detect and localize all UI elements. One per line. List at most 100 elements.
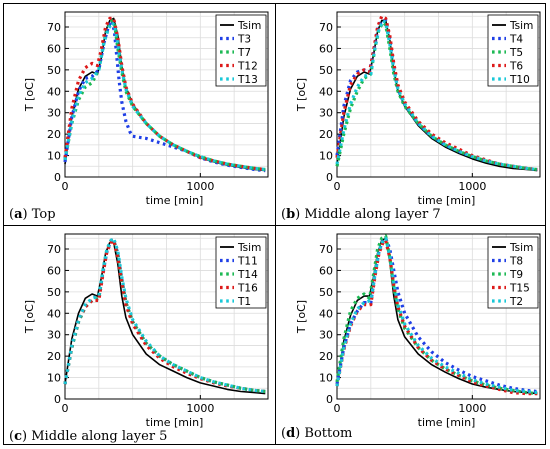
- legend-label-t5: T5: [509, 47, 523, 59]
- panel-d: 0 10 20 30 40 50 60 70 0 1000 time [min] T [oC] Tsim…: [276, 226, 547, 444]
- x-tick-label: 0: [62, 402, 69, 415]
- y-tick-label: 70: [319, 21, 333, 34]
- panel-b: 0 10 20 30 40 50 60 70 0 1000 time [min] T [oC] Tsim…: [276, 4, 547, 225]
- panel-c: 0 10 20 30 40 50 60 70 0 1000 time [min] T [oC] Tsim…: [4, 226, 275, 447]
- legend-label-t14: T14: [237, 269, 258, 281]
- x-tick-label: 1000: [186, 180, 214, 193]
- y-tick-label: 60: [319, 264, 333, 277]
- series-line-tsim: [64, 241, 266, 395]
- y-tick-label: 30: [47, 107, 61, 120]
- y-tick-label: 50: [47, 64, 61, 77]
- caption-b: (b) Middle along layer 7: [281, 207, 441, 222]
- y-tick-label: 20: [319, 128, 333, 141]
- legend-box: [215, 14, 267, 87]
- x-tick-label: 0: [334, 180, 341, 193]
- plot-area: [64, 233, 269, 400]
- y-axis-label: T [oC]: [23, 78, 36, 112]
- plot-area: [336, 233, 541, 400]
- series-line-t2: [335, 236, 538, 395]
- legend-label-t4: T4: [509, 34, 523, 46]
- legend-label-t15: T15: [509, 283, 530, 295]
- caption-a: (a) Top: [9, 207, 56, 222]
- legend-label-t12: T12: [237, 61, 258, 73]
- y-tick-label: 70: [47, 243, 61, 256]
- legend-label-t9: T9: [509, 269, 523, 281]
- y-tick-label: 20: [319, 350, 333, 363]
- horizontal-divider: [3, 225, 546, 226]
- x-tick-label: 0: [334, 402, 341, 415]
- vertical-divider: [275, 3, 276, 445]
- y-tick-label: 50: [319, 64, 333, 77]
- legend-label-t6: T6: [509, 61, 523, 73]
- y-tick-label: 30: [319, 107, 333, 120]
- y-axis-label: T [oC]: [295, 300, 308, 334]
- figure-frame: [3, 3, 546, 445]
- legend-label-t3: T3: [237, 34, 251, 46]
- caption-c: (c) Middle along layer 5: [9, 429, 168, 444]
- y-tick-label: 60: [47, 264, 61, 277]
- y-tick-label: 0: [326, 393, 333, 406]
- y-tick-label: 70: [319, 243, 333, 256]
- legend-label-tsim: Tsim: [237, 20, 261, 32]
- series-line-t8: [335, 236, 538, 394]
- legend-label-t8: T8: [509, 256, 523, 268]
- legend-label-t2: T2: [509, 296, 523, 308]
- y-tick-label: 0: [54, 393, 61, 406]
- plot-area: [64, 11, 269, 178]
- y-tick-label: 40: [47, 85, 61, 98]
- y-tick-label: 10: [47, 372, 61, 385]
- x-tick-label: 0: [62, 180, 69, 193]
- legend-label-t1: T1: [237, 296, 251, 308]
- x-axis-label: time [min]: [146, 194, 204, 207]
- legend-box: [215, 236, 267, 309]
- legend-box: [487, 236, 539, 309]
- y-tick-label: 20: [47, 128, 61, 141]
- series-line-t6: [335, 14, 538, 172]
- x-axis-label: time [min]: [418, 416, 476, 429]
- y-tick-label: 20: [47, 350, 61, 363]
- legend-label-tsim: Tsim: [509, 242, 533, 254]
- y-tick-label: 40: [319, 85, 333, 98]
- y-tick-label: 60: [319, 42, 333, 55]
- y-tick-label: 30: [319, 329, 333, 342]
- plot-area: [336, 11, 541, 178]
- y-axis-label: T [oC]: [295, 78, 308, 112]
- legend-label-t11: T11: [237, 256, 258, 268]
- y-tick-label: 0: [326, 171, 333, 184]
- y-axis-label: T [oC]: [23, 300, 36, 334]
- y-tick-label: 60: [47, 42, 61, 55]
- y-tick-label: 10: [319, 372, 333, 385]
- legend-label-tsim: Tsim: [237, 242, 261, 254]
- x-axis-label: time [min]: [418, 194, 476, 207]
- legend-label-t10: T10: [509, 74, 530, 86]
- y-tick-label: 0: [54, 171, 61, 184]
- legend-box: [487, 14, 539, 87]
- series-line-t15: [335, 238, 538, 396]
- y-tick-label: 10: [47, 150, 61, 163]
- y-tick-label: 30: [47, 329, 61, 342]
- legend-label-t7: T7: [237, 47, 251, 59]
- legend-label-tsim: Tsim: [509, 20, 533, 32]
- x-tick-label: 1000: [458, 180, 486, 193]
- x-tick-label: 1000: [186, 402, 214, 415]
- caption-d: (d) Bottom: [281, 426, 353, 441]
- series-line-t12: [63, 16, 266, 172]
- y-tick-label: 70: [47, 21, 61, 34]
- y-tick-label: 10: [319, 150, 333, 163]
- series-line-t13: [63, 21, 266, 172]
- y-tick-label: 40: [47, 307, 61, 320]
- y-tick-label: 40: [319, 307, 333, 320]
- y-tick-label: 50: [47, 286, 61, 299]
- x-axis-label: time [min]: [146, 416, 204, 429]
- panel-a: 0 10 20 30 40 50 60 70 0 1000 time [min] T [oC] Tsim…: [4, 4, 275, 225]
- legend-label-t16: T16: [237, 283, 258, 295]
- legend-label-t13: T13: [237, 74, 258, 86]
